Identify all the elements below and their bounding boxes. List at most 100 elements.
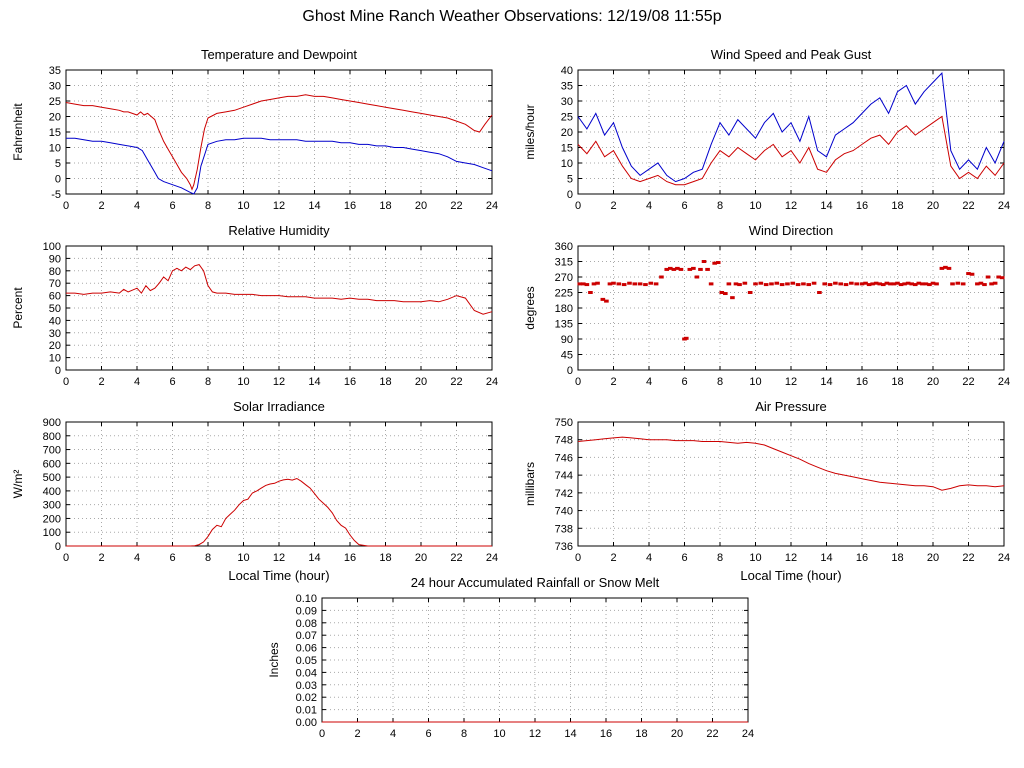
y-tick-label: 90 [561,334,573,346]
y-tick-label: 736 [555,541,573,553]
y-axis-label: Inches [267,642,281,677]
chart-title: Air Pressure [755,399,827,414]
x-tick-label: 12 [273,552,285,564]
y-tick-label: 15 [561,143,573,155]
x-tick-label: 14 [820,552,832,564]
x-tick-label: 12 [785,200,797,212]
y-tick-label: 60 [49,291,61,303]
y-tick-label: 180 [555,303,573,315]
x-tick-label: 18 [635,728,647,740]
x-tick-label: 0 [575,376,581,388]
y-tick-label: 30 [561,96,573,108]
x-tick-label: 14 [308,376,320,388]
y-axis-label: W/m² [11,470,25,499]
x-tick-label: 10 [237,376,249,388]
x-tick-label: 4 [646,200,652,212]
x-tick-label: 20 [927,552,939,564]
series-line [65,94,493,191]
chart-solar-irradiance: 0 2 4 6 8 10 12 14 16 18 20 22 24 0 100 200 300 400 500 600… [8,396,504,596]
y-tick-label: 5 [567,174,573,186]
x-tick-label: 24 [998,376,1010,388]
y-tick-label: 270 [555,272,573,284]
x-tick-label: 20 [415,552,427,564]
x-tick-label: 14 [308,200,320,212]
y-tick-label: 80 [49,266,61,278]
chart-wind-direction: 0 2 4 6 8 10 12 14 16 18 20 22 24 0 45 90 135 180 225 270 31… [520,220,1016,398]
chart-canvas: 0 2 4 6 8 10 12 14 16 18 20 22 240.000.010.020.030.0… [267,575,754,740]
y-axis-label: Fahrenheit [11,103,25,161]
y-tick-label: 35 [49,65,61,77]
y-tick-label: 10 [561,158,573,170]
y-tick-label: 742 [555,488,573,500]
x-tick-label: 18 [379,200,391,212]
x-tick-label: 2 [610,552,616,564]
y-tick-label: 70 [49,278,61,290]
chart-title: Wind Direction [749,223,834,238]
y-tick-label: 100 [43,527,61,539]
chart-relative-humidity: 0 2 4 6 8 10 12 14 16 18 20 22 24 0 10 20 30 40 50 60 70 80 90… [8,220,504,398]
x-tick-label: 6 [169,376,175,388]
y-axis-label: degrees [523,286,537,329]
x-tick-label: 18 [379,552,391,564]
series-line [66,477,492,547]
x-tick-label: 18 [891,376,903,388]
x-tick-label: 20 [927,376,939,388]
y-tick-label: 0.06 [296,643,317,655]
chart-title: 24 hour Accumulated Rainfall or Snow Mel… [411,575,660,590]
axis-box [577,69,1005,195]
y-tick-label: 0.05 [296,655,317,667]
x-tick-label: 0 [63,552,69,564]
chart-canvas: 0 2 4 6 8 10 12 14 16 18 20 22 247367387407427447467… [523,399,1010,583]
y-tick-label: 5 [55,158,61,170]
y-axis-label: Percent [11,287,25,329]
x-tick-label: 0 [63,376,69,388]
x-tick-label: 2 [98,376,104,388]
x-tick-label: 22 [962,200,974,212]
y-tick-label: 300 [43,500,61,512]
y-tick-label: 0.07 [296,630,317,642]
y-tick-label: 40 [49,315,61,327]
x-tick-label: 10 [749,200,761,212]
x-tick-label: 0 [575,200,581,212]
y-tick-label: 0 [55,541,61,553]
x-tick-label: 6 [681,552,687,564]
axis-box [577,245,1005,371]
y-tick-label: 740 [555,506,573,518]
x-axis-label: Local Time (hour) [228,568,329,583]
x-tick-label: 2 [610,200,616,212]
y-tick-label: 0 [567,189,573,201]
y-tick-label: 746 [555,452,573,464]
x-tick-label: 20 [415,200,427,212]
y-tick-label: 360 [555,241,573,253]
y-tick-label: 0.09 [296,605,317,617]
series-line [577,436,1005,491]
y-tick-label: 900 [43,417,61,429]
x-tick-label: 6 [169,200,175,212]
x-tick-label: 10 [493,728,505,740]
y-tick-label: 0.02 [296,692,317,704]
y-tick-label: 30 [49,81,61,93]
x-tick-label: 6 [681,200,687,212]
x-tick-label: 2 [98,552,104,564]
chart-title: Relative Humidity [228,223,330,238]
y-tick-label: 0 [567,365,573,377]
x-tick-label: 6 [681,376,687,388]
x-tick-label: 4 [134,200,140,212]
x-tick-label: 8 [717,200,723,212]
x-tick-label: 20 [415,376,427,388]
y-tick-label: 20 [49,112,61,124]
x-tick-label: 24 [998,200,1010,212]
x-tick-label: 22 [450,200,462,212]
y-tick-label: 40 [561,65,573,77]
y-tick-label: 20 [49,340,61,352]
y-tick-label: 0.01 [296,705,317,717]
series-line [577,115,1005,186]
x-tick-label: 4 [646,376,652,388]
y-tick-label: 700 [43,445,61,457]
x-tick-label: 10 [237,552,249,564]
x-tick-label: 4 [134,376,140,388]
chart-title: Solar Irradiance [233,399,325,414]
chart-canvas: 0 2 4 6 8 10 12 14 16 18 20 22 240102030405060708090… [11,223,498,388]
y-tick-label: 135 [555,319,573,331]
series-line [66,264,493,315]
